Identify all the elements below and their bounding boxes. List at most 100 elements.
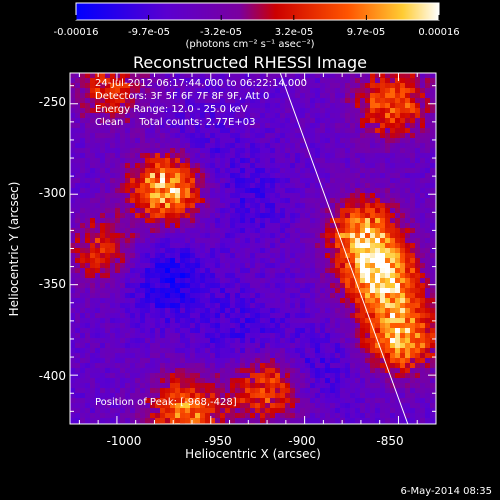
- heatmap-cell: [315, 78, 321, 84]
- heatmap-cell: [425, 73, 431, 79]
- heatmap-cell: [95, 273, 101, 279]
- heatmap-cell: [135, 168, 141, 174]
- heatmap-cell: [315, 283, 321, 289]
- heatmap-cell: [235, 73, 241, 79]
- heatmap-cell: [270, 173, 276, 179]
- heatmap-cell: [405, 278, 411, 284]
- heatmap-cell: [180, 78, 186, 84]
- heatmap-cell: [400, 228, 406, 234]
- heatmap-cell: [430, 263, 436, 269]
- heatmap-cell: [100, 148, 106, 154]
- heatmap-cell: [145, 398, 151, 404]
- heatmap-cell: [235, 158, 241, 164]
- heatmap-cell: [135, 98, 141, 104]
- heatmap-cell: [325, 138, 331, 144]
- heatmap-cell: [95, 163, 101, 169]
- heatmap-cell: [215, 283, 221, 289]
- heatmap-cell: [70, 198, 76, 204]
- heatmap-cell: [225, 93, 231, 99]
- heatmap-cell: [250, 283, 256, 289]
- heatmap-cell: [285, 88, 291, 94]
- heatmap-cell: [285, 278, 291, 284]
- heatmap-cell: [275, 323, 281, 329]
- heatmap-cell: [370, 238, 376, 244]
- heatmap-cell: [315, 248, 321, 254]
- heatmap-cell: [145, 403, 151, 409]
- heatmap-cell: [280, 143, 286, 149]
- heatmap-cell: [250, 263, 256, 269]
- heatmap-cell: [120, 288, 126, 294]
- heatmap-cell: [280, 393, 286, 399]
- heatmap-cell: [85, 123, 91, 129]
- heatmap-cell: [420, 288, 426, 294]
- heatmap-cell: [290, 278, 296, 284]
- heatmap-cell: [135, 353, 141, 359]
- heatmap-cell: [95, 388, 101, 394]
- heatmap-cell: [360, 378, 366, 384]
- heatmap-cell: [90, 133, 96, 139]
- heatmap-cell: [185, 258, 191, 264]
- heatmap-cell: [165, 103, 171, 109]
- heatmap-cell: [235, 243, 241, 249]
- heatmap-cell: [410, 233, 416, 239]
- heatmap-cell: [270, 298, 276, 304]
- heatmap-cell: [335, 243, 341, 249]
- heatmap-cell: [395, 263, 401, 269]
- heatmap-cell: [135, 158, 141, 164]
- heatmap-cell: [120, 343, 126, 349]
- heatmap-cell: [370, 118, 376, 124]
- heatmap-cell: [420, 343, 426, 349]
- heatmap-cell: [180, 193, 186, 199]
- heatmap-cell: [270, 313, 276, 319]
- heatmap-cell: [330, 223, 336, 229]
- heatmap-cell: [210, 233, 216, 239]
- heatmap-cell: [170, 323, 176, 329]
- heatmap-cell: [120, 88, 126, 94]
- heatmap-cell: [220, 278, 226, 284]
- heatmap-cell: [235, 133, 241, 139]
- heatmap-cell: [205, 143, 211, 149]
- heatmap-cell: [310, 383, 316, 389]
- heatmap-cell: [90, 223, 96, 229]
- heatmap-cell: [395, 338, 401, 344]
- heatmap-cell: [400, 318, 406, 324]
- heatmap-cell: [425, 328, 431, 334]
- heatmap-cell: [390, 148, 396, 154]
- heatmap-cell: [200, 233, 206, 239]
- heatmap-cell: [230, 98, 236, 104]
- heatmap-cell: [415, 218, 421, 224]
- heatmap-cell: [270, 188, 276, 194]
- heatmap-cell: [270, 118, 276, 124]
- heatmap-cell: [85, 113, 91, 119]
- heatmap-cell: [85, 108, 91, 114]
- heatmap-cell: [195, 83, 201, 89]
- heatmap-cell: [400, 373, 406, 379]
- heatmap-cell: [340, 393, 346, 399]
- heatmap-cell: [355, 83, 361, 89]
- heatmap-cell: [185, 253, 191, 259]
- heatmap-cell: [130, 338, 136, 344]
- heatmap-cell: [305, 283, 311, 289]
- heatmap-cell: [415, 138, 421, 144]
- heatmap-cell: [420, 348, 426, 354]
- heatmap-cell: [75, 208, 81, 214]
- heatmap-cell: [155, 248, 161, 254]
- heatmap-cell: [245, 238, 251, 244]
- heatmap-cell: [185, 208, 191, 214]
- heatmap-cell: [425, 338, 431, 344]
- heatmap-cell: [285, 153, 291, 159]
- heatmap-cell: [195, 198, 201, 204]
- heatmap-cell: [125, 128, 131, 134]
- heatmap-cell: [400, 108, 406, 114]
- heatmap-cell: [290, 218, 296, 224]
- heatmap-cell: [245, 133, 251, 139]
- heatmap-cell: [195, 183, 201, 189]
- heatmap-cell: [380, 208, 386, 214]
- heatmap-cell: [240, 223, 246, 229]
- heatmap-cell: [85, 378, 91, 384]
- heatmap-cell: [410, 333, 416, 339]
- heatmap-cell: [95, 323, 101, 329]
- heatmap-cell: [185, 158, 191, 164]
- heatmap-cell: [325, 163, 331, 169]
- heatmap-cell: [230, 128, 236, 134]
